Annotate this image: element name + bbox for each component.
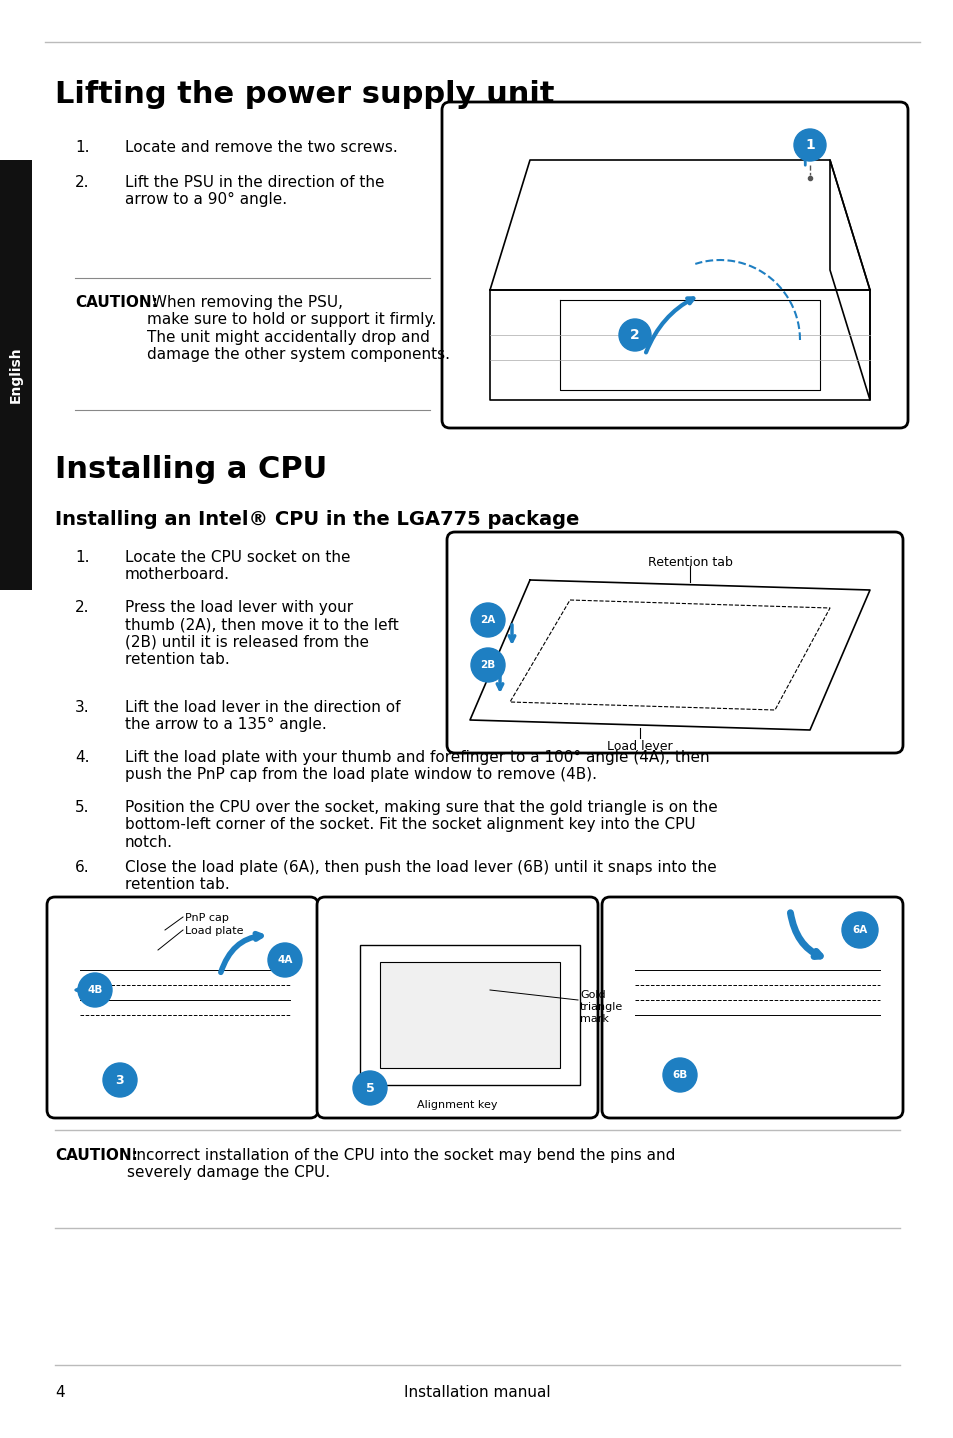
Text: 3: 3 — [115, 1074, 124, 1087]
FancyBboxPatch shape — [0, 160, 32, 590]
Text: 2B: 2B — [480, 660, 496, 670]
Text: 2A: 2A — [480, 615, 496, 626]
FancyBboxPatch shape — [441, 102, 907, 429]
Text: 4B: 4B — [88, 985, 103, 995]
Text: Gold: Gold — [579, 989, 605, 999]
Text: Close the load plate (6A), then push the load lever (6B) until it snaps into the: Close the load plate (6A), then push the… — [125, 860, 716, 893]
Text: Position the CPU over the socket, making sure that the gold triangle is on the
b: Position the CPU over the socket, making… — [125, 800, 717, 850]
Text: 4.: 4. — [75, 751, 90, 765]
Text: Lift the load plate with your thumb and forefinger to a 100° angle (4A), then
pu: Lift the load plate with your thumb and … — [125, 751, 709, 782]
FancyBboxPatch shape — [447, 532, 902, 754]
Text: Installation manual: Installation manual — [403, 1385, 550, 1401]
Text: mark: mark — [579, 1014, 608, 1024]
Circle shape — [618, 319, 650, 351]
Text: PnP cap: PnP cap — [185, 913, 229, 923]
FancyBboxPatch shape — [316, 897, 598, 1117]
Text: English: English — [9, 347, 23, 403]
Circle shape — [103, 1063, 137, 1097]
Text: Alignment key: Alignment key — [416, 1100, 497, 1110]
Text: Lift the load lever in the direction of
the arrow to a 135° angle.: Lift the load lever in the direction of … — [125, 700, 400, 732]
Text: 2.: 2. — [75, 175, 90, 190]
Text: triangle: triangle — [579, 1002, 622, 1012]
Text: 4A: 4A — [277, 955, 293, 965]
Text: Lifting the power supply unit: Lifting the power supply unit — [55, 81, 554, 109]
Circle shape — [353, 1071, 387, 1104]
Text: 5.: 5. — [75, 800, 90, 815]
Text: Press the load lever with your
thumb (2A), then move it to the left
(2B) until i: Press the load lever with your thumb (2A… — [125, 600, 398, 667]
Text: Locate the CPU socket on the
motherboard.: Locate the CPU socket on the motherboard… — [125, 549, 350, 582]
FancyBboxPatch shape — [47, 897, 317, 1117]
Text: 1.: 1. — [75, 139, 90, 155]
Circle shape — [841, 912, 877, 948]
Circle shape — [471, 649, 504, 682]
Text: Locate and remove the two screws.: Locate and remove the two screws. — [125, 139, 397, 155]
Circle shape — [268, 943, 302, 976]
Circle shape — [471, 603, 504, 637]
Text: When removing the PSU,
make sure to hold or support it firmly.
The unit might ac: When removing the PSU, make sure to hold… — [147, 295, 450, 362]
FancyBboxPatch shape — [601, 897, 902, 1117]
Text: CAUTION:: CAUTION: — [55, 1148, 138, 1163]
Text: 3.: 3. — [75, 700, 90, 715]
Text: Installing a CPU: Installing a CPU — [55, 454, 327, 485]
Text: 5: 5 — [365, 1081, 374, 1094]
Text: Load plate: Load plate — [185, 926, 243, 936]
Text: 4: 4 — [55, 1385, 65, 1401]
Text: 2.: 2. — [75, 600, 90, 615]
Text: 1.: 1. — [75, 549, 90, 565]
Text: Retention tab: Retention tab — [647, 557, 732, 569]
Text: 1: 1 — [804, 138, 814, 152]
Text: 2: 2 — [630, 328, 639, 342]
Circle shape — [78, 974, 112, 1007]
Text: 6A: 6A — [851, 925, 866, 935]
Circle shape — [793, 129, 825, 161]
Text: Installing an Intel® CPU in the LGA775 package: Installing an Intel® CPU in the LGA775 p… — [55, 510, 578, 529]
Circle shape — [662, 1058, 697, 1091]
Text: Load lever: Load lever — [606, 741, 672, 754]
Text: 6.: 6. — [75, 860, 90, 874]
Text: CAUTION:: CAUTION: — [75, 295, 157, 311]
Polygon shape — [379, 962, 559, 1068]
Text: 6B: 6B — [672, 1070, 687, 1080]
Text: Lift the PSU in the direction of the
arrow to a 90° angle.: Lift the PSU in the direction of the arr… — [125, 175, 384, 207]
Text: Incorrect installation of the CPU into the socket may bend the pins and
severely: Incorrect installation of the CPU into t… — [127, 1148, 675, 1181]
